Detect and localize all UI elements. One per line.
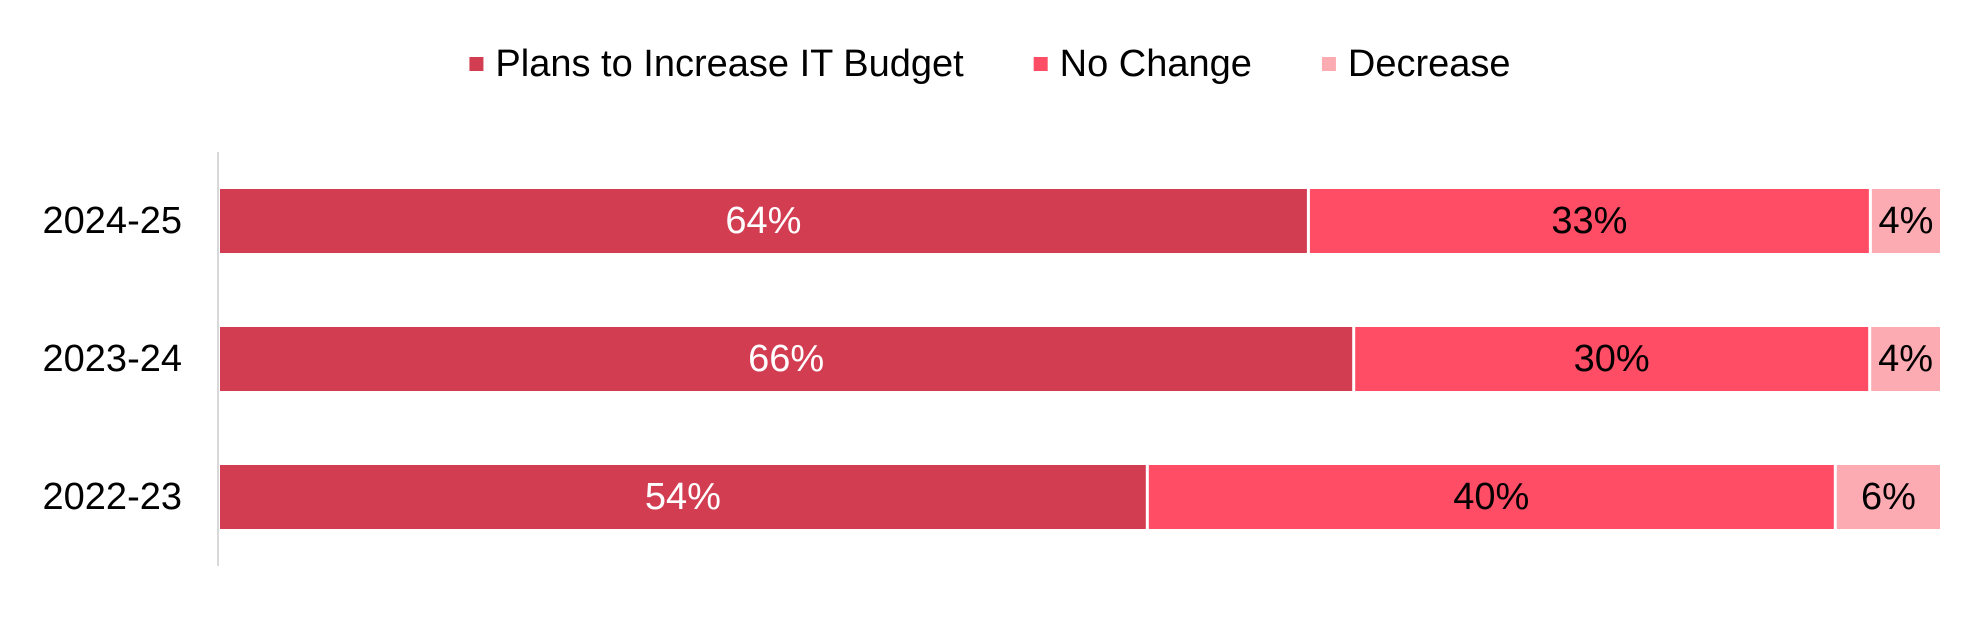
category-label-2023-24: 2023-24 xyxy=(43,338,182,380)
data-label-2023-24-no-change: 30% xyxy=(1574,338,1650,380)
legend-label-no-change: No Change xyxy=(1060,43,1252,85)
bar-2022-23-no-change xyxy=(1148,465,1834,529)
data-label-2023-24-decrease: 4% xyxy=(1878,338,1933,380)
legend: Plans to Increase IT Budget No Change Decr… xyxy=(469,43,1511,85)
data-label-2022-23-no-change: 40% xyxy=(1453,476,1529,518)
legend-swatch-plans-to-increase-it-budget xyxy=(469,57,484,71)
legend-swatch-decrease xyxy=(1321,57,1336,71)
legend-label-decrease: Decrease xyxy=(1348,43,1511,85)
category-labels: 2024-25 2023-24 2022-23 xyxy=(43,200,182,518)
legend-swatch-no-change xyxy=(1033,57,1048,71)
bar-2022-23-plans-to-increase-it-budget xyxy=(220,465,1146,529)
bar-2022-23-decrease xyxy=(1836,465,1940,529)
bar-2024-25-no-change xyxy=(1309,189,1869,253)
bar-2023-24-decrease xyxy=(1871,327,1940,391)
bars xyxy=(220,189,1940,529)
bar-2024-25-plans-to-increase-it-budget xyxy=(220,189,1307,253)
data-label-2022-23-plans-to-increase-it-budget: 54% xyxy=(645,476,721,518)
data-label-2024-25-no-change: 33% xyxy=(1551,200,1627,242)
data-label-2024-25-plans-to-increase-it-budget: 64% xyxy=(725,200,801,242)
bar-2024-25-decrease xyxy=(1871,189,1940,253)
category-label-2022-23: 2022-23 xyxy=(43,476,182,518)
bar-2023-24-no-change xyxy=(1355,327,1869,391)
category-label-2024-25: 2024-25 xyxy=(43,200,182,242)
data-label-2023-24-plans-to-increase-it-budget: 66% xyxy=(748,338,824,380)
data-label-2024-25-decrease: 4% xyxy=(1878,200,1933,242)
data-label-2022-23-decrease: 6% xyxy=(1861,476,1916,518)
legend-label-plans-to-increase-it-budget: Plans to Increase IT Budget xyxy=(495,43,964,85)
bar-labels: 64% 33% 4% 66% 30% 4% 54% 40% 6% xyxy=(645,200,1934,518)
bar-2023-24-plans-to-increase-it-budget xyxy=(220,327,1353,391)
